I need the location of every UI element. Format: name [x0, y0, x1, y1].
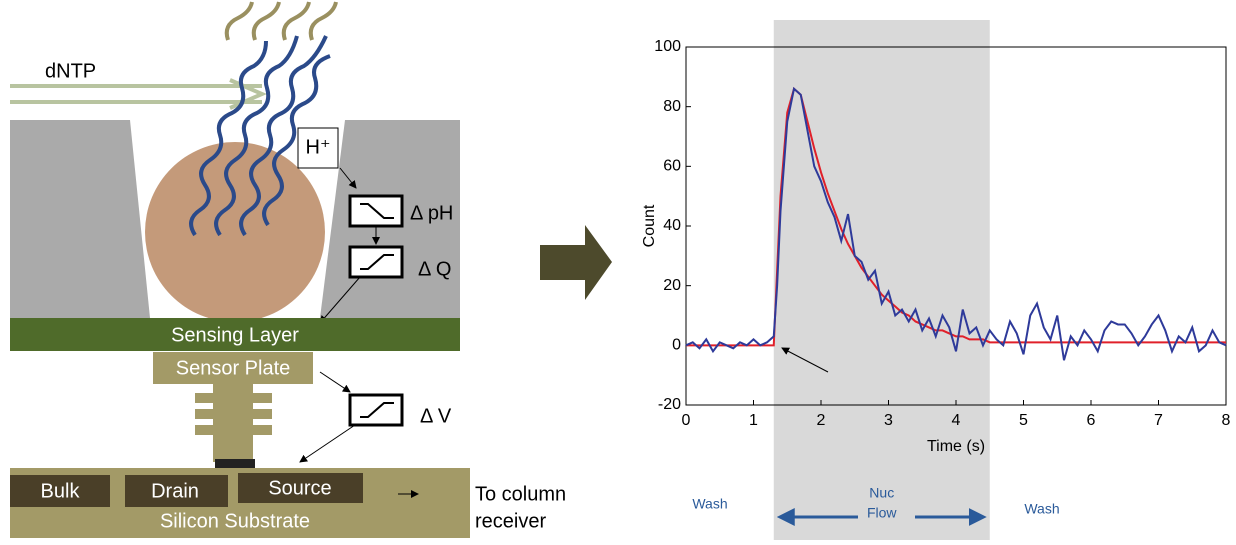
bulk-label: Bulk: [41, 480, 81, 502]
x-tick-label: 0: [682, 412, 691, 429]
x-tick-label: 4: [952, 412, 961, 429]
output-label: To column: [475, 483, 566, 505]
delta-ph-label: Δ pH: [410, 202, 453, 224]
dntp-label: dNTP: [45, 60, 96, 82]
v-symbol: [360, 402, 394, 418]
phase-label: Flow: [867, 505, 897, 521]
y-tick-label: 100: [654, 38, 681, 55]
x-axis-label: Time (s): [927, 438, 985, 455]
sensing-layer: [10, 318, 460, 351]
source-label: Source: [268, 477, 331, 499]
sensor-diagram: dNTP H⁺ Δ pH Δ Q Sensing Layer Sensor Pl…: [10, 1, 612, 538]
dna-strands: [189, 35, 331, 237]
sensor-plate: [153, 352, 313, 384]
connector: [319, 276, 361, 324]
y-tick-label: 20: [663, 277, 681, 294]
phase-label: Wash: [1024, 501, 1059, 517]
connector: [339, 167, 357, 189]
x-tick-label: 3: [884, 412, 893, 429]
y-axis-label: Count: [641, 204, 658, 247]
proton-label: H⁺: [306, 136, 331, 158]
phase-label: Nuc: [869, 485, 894, 501]
x-tick-label: 8: [1222, 412, 1231, 429]
via-fin: [195, 409, 272, 419]
x-tick-label: 1: [749, 412, 758, 429]
proton-box: [297, 127, 339, 169]
q-symbol: [360, 254, 394, 270]
well-wall: [10, 120, 150, 318]
delta-v-label: Δ V: [420, 405, 452, 427]
sensing-layer-label: Sensing Layer: [171, 324, 299, 346]
gate: [215, 459, 255, 468]
y-tick-label: -20: [658, 396, 681, 413]
delta-q-label: Δ Q: [418, 258, 451, 280]
series-line: [685, 86, 1227, 361]
x-tick-label: 6: [1087, 412, 1096, 429]
connector: [319, 371, 351, 393]
y-tick-label: 80: [663, 98, 681, 115]
drain-label: Drain: [151, 480, 199, 502]
output-label: receiver: [475, 510, 546, 532]
x-tick-label: 2: [817, 412, 826, 429]
source-region: [238, 473, 363, 503]
dna-tips: [224, 1, 338, 41]
substrate-label: Silicon Substrate: [160, 510, 310, 532]
connector: [299, 424, 356, 463]
transition-arrow: [540, 225, 612, 300]
sensor-plate-label: Sensor Plate: [176, 357, 291, 379]
x-tick-label: 5: [1019, 412, 1028, 429]
via-fin: [195, 393, 272, 403]
bead: [145, 142, 325, 322]
ph-symbol: [360, 203, 394, 219]
drain-region: [125, 475, 228, 507]
bulk-region: [10, 475, 110, 507]
y-tick-label: 60: [663, 158, 681, 175]
y-tick-label: 40: [663, 217, 681, 234]
via-fin: [195, 425, 272, 435]
x-tick-label: 7: [1154, 412, 1163, 429]
y-tick-label: 0: [672, 337, 681, 354]
phase-label: Wash: [692, 496, 727, 512]
flow-region: [773, 20, 990, 540]
pointer-arrow: [781, 347, 829, 373]
